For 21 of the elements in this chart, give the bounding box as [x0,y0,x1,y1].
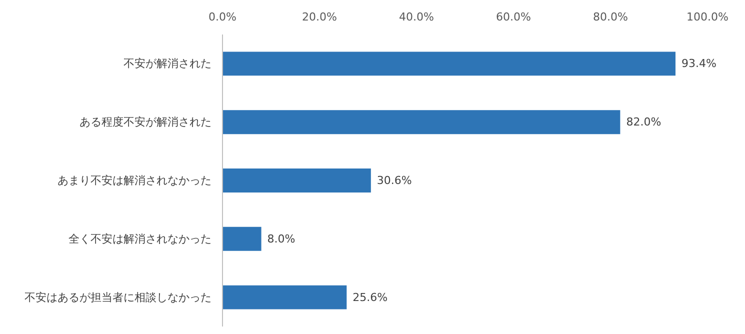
x-tick-label: 80.0% [593,10,628,24]
y-tick-label: 不安が解消された [124,57,212,70]
data-label: 8.0% [267,232,296,246]
data-label: 93.4% [681,57,716,70]
x-tick-label: 0.0% [208,10,236,24]
bar [222,285,347,310]
y-tick-label: 不安はあるが担当者に相談しなかった [24,290,212,304]
x-tick-label: 100.0% [686,10,728,24]
x-tick-label: 60.0% [496,10,531,24]
data-label: 30.6% [376,174,412,187]
bar [222,52,676,76]
y-tick-label: ある程度不安が解消された [80,116,212,129]
x-tick-label: 40.0% [399,10,434,24]
y-tick-label: あまり不安は解消されなかった [58,174,212,187]
data-label: 82.0% [626,116,662,129]
data-label: 25.6% [352,290,388,304]
bar [222,110,620,134]
bar [222,168,371,192]
y-tick-label: 全く不安は解消されなかった [68,232,212,246]
bar [222,226,262,251]
x-tick-label: 20.0% [302,10,337,24]
